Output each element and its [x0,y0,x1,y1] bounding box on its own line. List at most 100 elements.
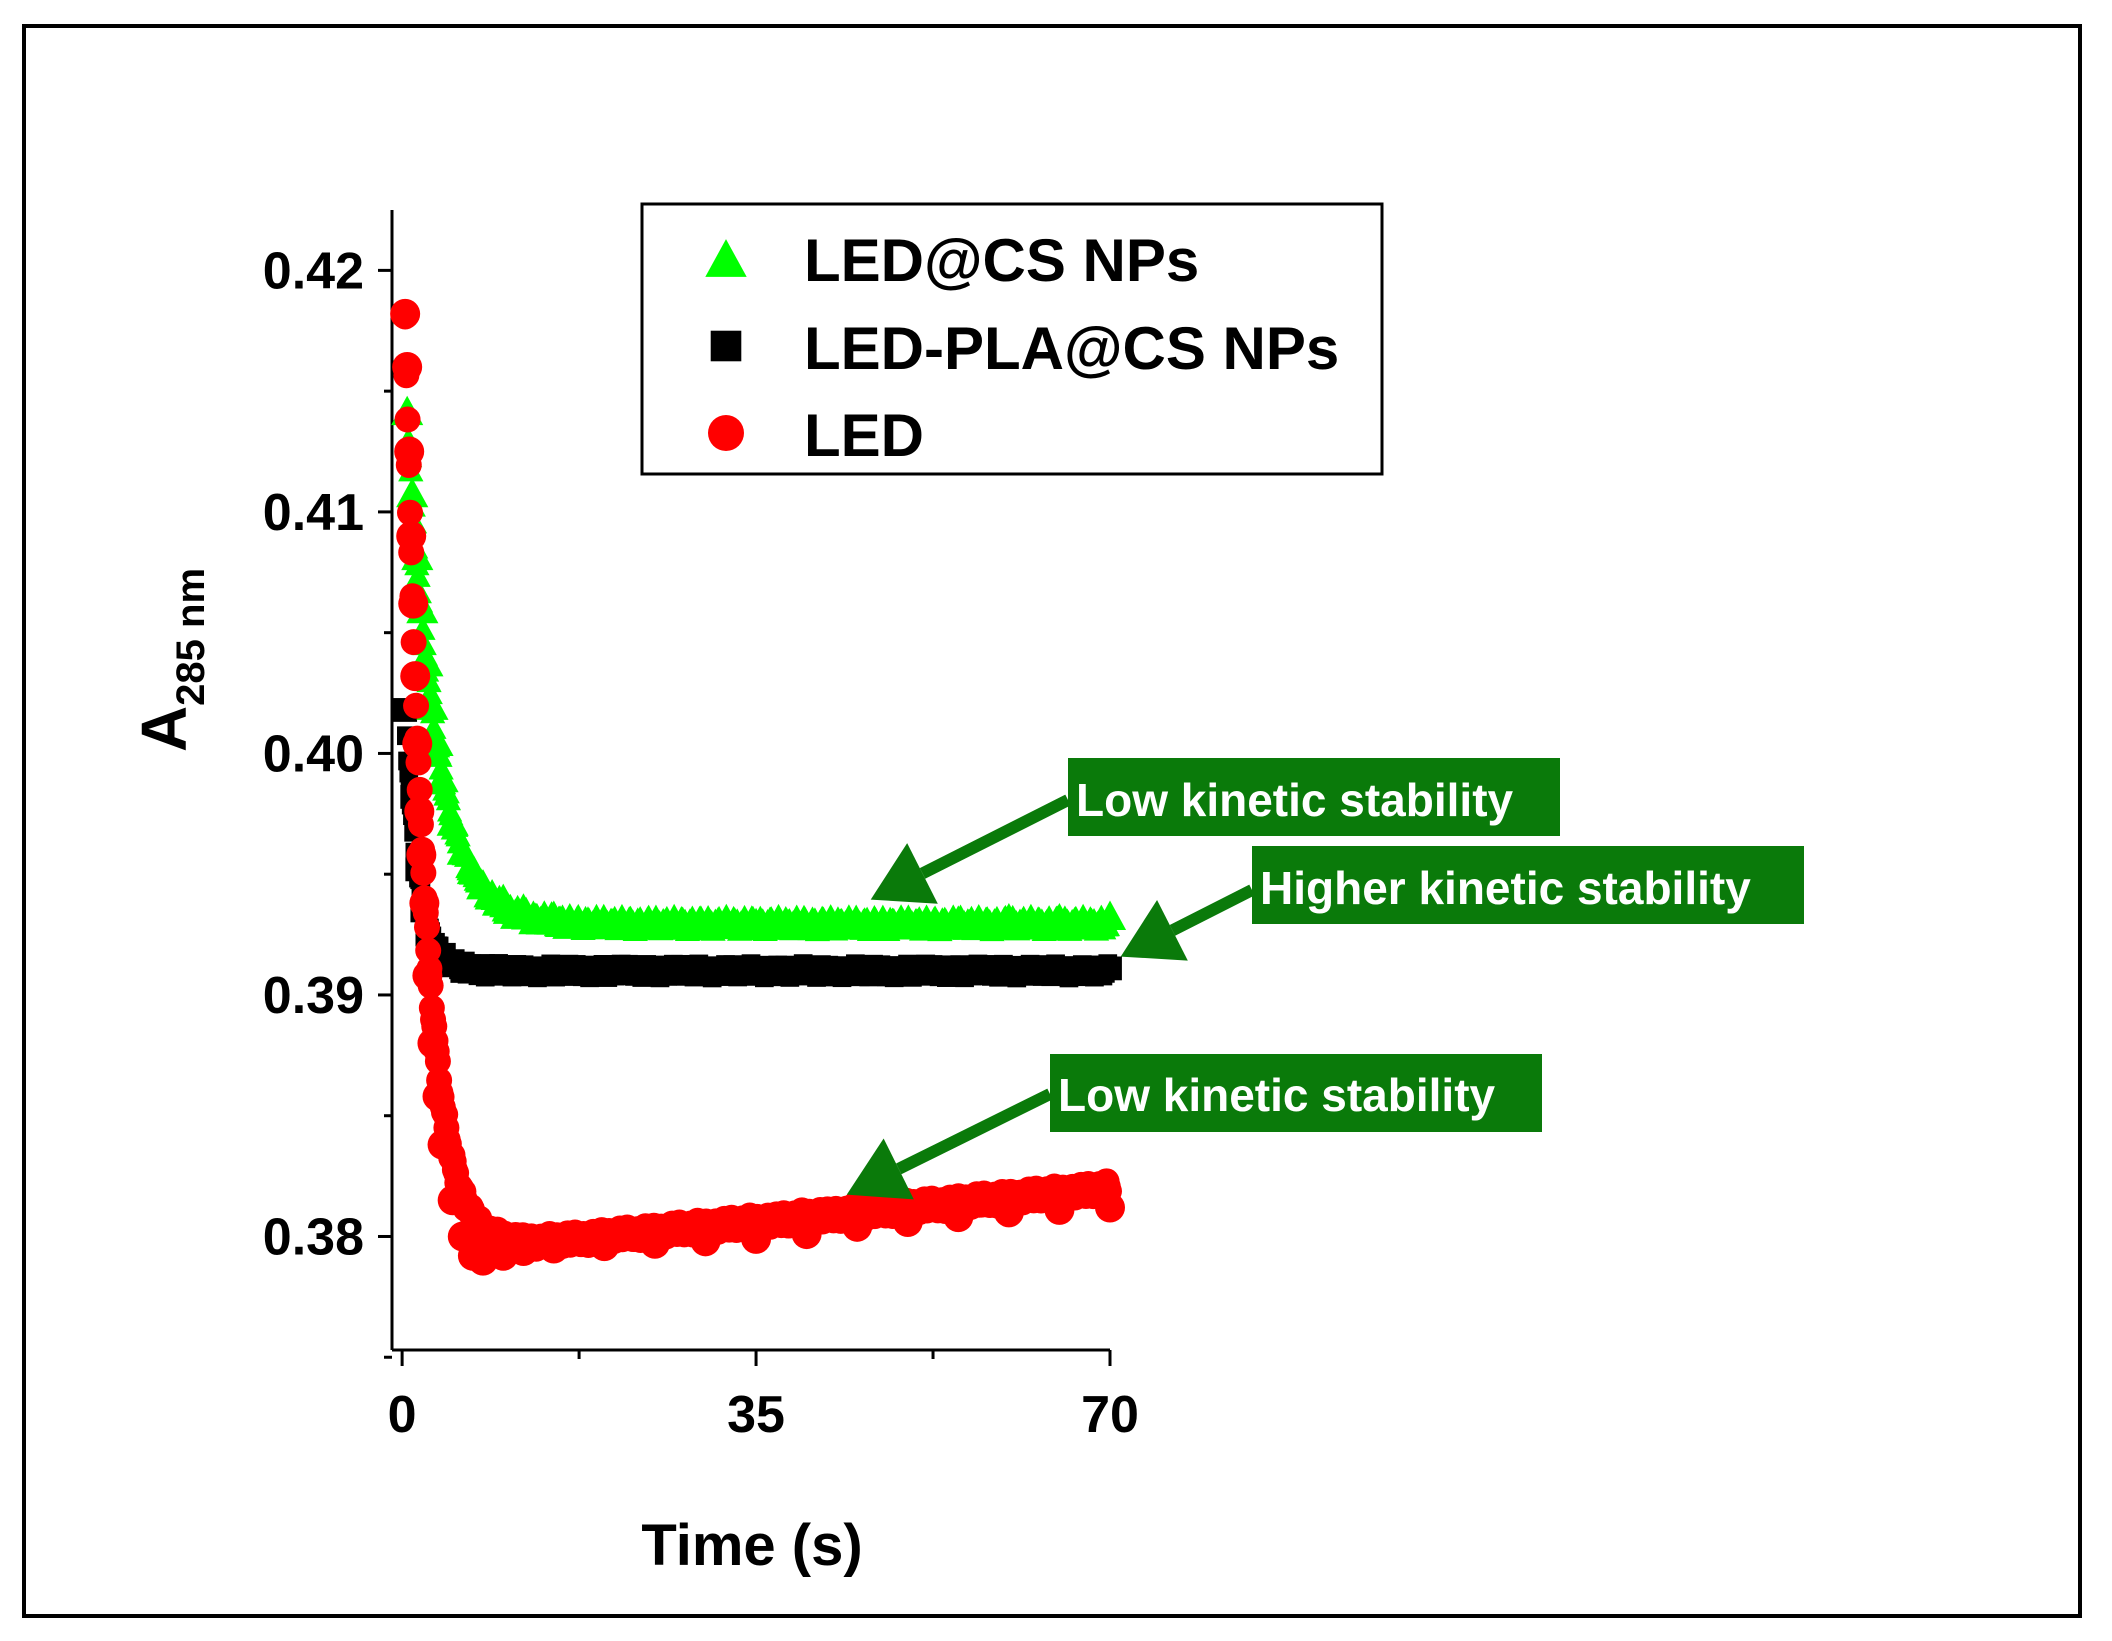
data-point [487,883,520,914]
axes: 0.38 0.39 0.40 0.41 0.42 0 35 70 [263,210,1139,1444]
data-point [942,905,975,935]
data-point [1095,1192,1125,1223]
data-point [437,1185,468,1216]
legend-symbol-led [708,415,744,451]
annotation-arrowhead [1120,900,1188,961]
data-point [690,1226,721,1257]
annotation-label-top: Low kinetic stability [1076,774,1514,826]
annotation-arrowhead [846,1138,914,1200]
annotation-label-middle: Higher kinetic stability [1260,862,1751,914]
data-point [891,907,924,938]
data-point [538,1233,569,1264]
data-point [446,835,479,865]
data-point [638,907,672,938]
data-point [541,958,566,983]
data-point [426,762,459,793]
legend: LED@CS NPs LED-PLA@CS NPs LED [640,202,1384,476]
x-tick-label: 70 [1081,1386,1139,1444]
annotations: Low kinetic stability Higher kinetic sta… [846,758,1804,1200]
data-point [405,563,431,587]
data-point [413,914,440,941]
legend-label-led-cs-nps: LED@CS NPs [804,227,1199,294]
data-point [643,958,667,983]
data-point [417,1028,448,1059]
data-point [412,960,443,991]
data-point [1044,1194,1075,1225]
data-point [427,1129,458,1160]
y-axis-title-main: A [128,706,200,752]
data-point [436,806,469,836]
data-point [1043,902,1076,933]
annotation-arrow-middle [1169,884,1255,936]
data-point [394,406,421,433]
data-point [406,776,433,803]
y-tick-label: 0.39 [263,967,364,1025]
annotation-box-top [1068,758,1560,836]
data-point [402,728,433,759]
data-point [435,787,462,811]
data-point [996,956,1021,981]
data-point [794,958,819,983]
data-point [592,958,617,983]
x-axis-title: Time (s) [641,1513,862,1578]
data-point [466,869,500,899]
data-point [397,499,424,526]
data-point [790,910,823,940]
data-point [537,900,570,930]
data-point [895,956,920,981]
data-point [422,1081,453,1112]
data-point [471,954,495,978]
data-point [390,298,421,329]
data-point [1098,956,1122,981]
data-point [406,839,437,870]
data-point [392,351,423,382]
data-point [588,907,621,938]
data-point [689,910,722,940]
data-point [450,951,475,976]
y-axis-title: A285 nm [128,568,213,752]
legend-label-led: LED [804,402,924,469]
data-point [589,1231,620,1262]
y-tick-label: 0.40 [263,725,364,783]
series-led-cs-nps [391,395,1127,942]
legend-box [640,202,1384,476]
data-point [508,1235,539,1266]
data-point [396,477,429,508]
data-point [409,888,440,919]
data-point [744,958,768,983]
data-point [396,521,427,552]
legend-marker [708,415,744,451]
data-point [842,1211,873,1242]
data-point [845,958,870,983]
data-point [892,1206,923,1237]
data-point [398,588,429,619]
legend-symbol-led-cs-nps [705,239,747,277]
data-point [741,1223,772,1254]
data-point [491,956,516,981]
data-point [403,692,430,719]
x-tick-label: 0 [388,1386,417,1444]
annotation-arrow-top [919,794,1071,879]
data-point [791,1219,822,1250]
annotation-arrowhead [870,843,938,904]
data-point [943,1202,974,1233]
legend-label-led-pla-cs-nps: LED-PLA@CS NPs [804,315,1339,382]
x-tick-label: 35 [727,1386,785,1444]
legend-symbol-led-pla-cs-nps [710,330,742,362]
data-point [507,893,540,923]
data-marks [390,298,1127,1276]
data-point [400,661,431,692]
series-led-pla-cs-nps [393,698,1122,988]
y-axis-title-subscript: 285 nm [169,568,213,706]
data-point [993,1197,1024,1228]
series-led [390,298,1125,1276]
data-point [400,629,427,656]
data-point [1093,900,1127,930]
data-point [739,907,773,938]
data-point [841,907,874,938]
y-tick-label: 0.42 [263,242,364,300]
y-tick-label: 0.38 [263,1208,364,1266]
data-point [693,958,718,983]
annotation-box-middle [1252,846,1804,924]
